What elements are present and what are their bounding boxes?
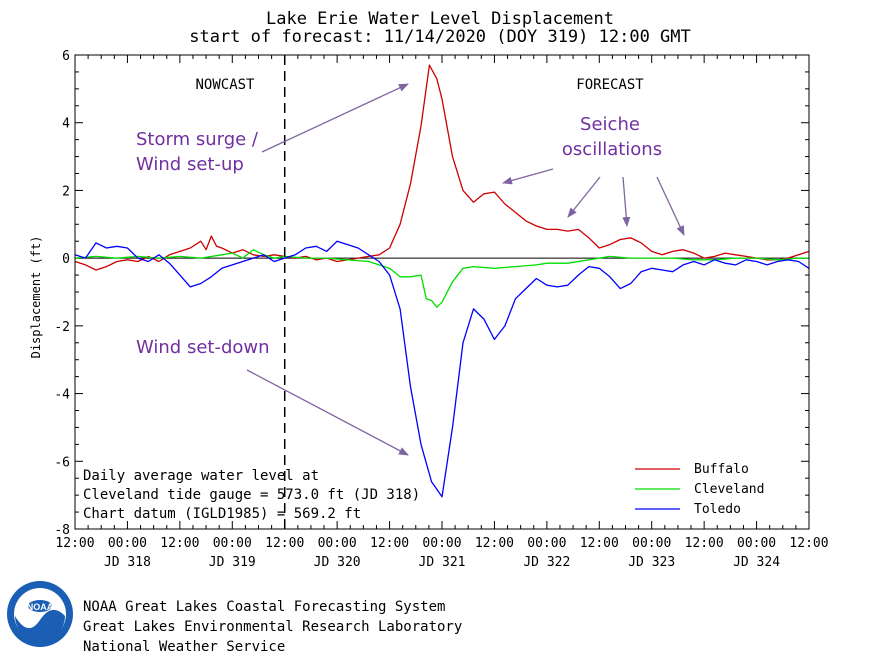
legend-label-toledo: Toledo xyxy=(694,502,741,517)
credit-line-2: Great Lakes Environmental Research Labor… xyxy=(83,619,463,635)
chart-subtitle: start of forecast: 11/14/2020 (DOY 319) … xyxy=(189,27,691,47)
series-layer xyxy=(74,64,810,498)
footer: NOAA NOAA Great Lakes Coastal Forecastin… xyxy=(0,570,876,657)
legend-label-cleveland: Cleveland xyxy=(694,482,764,497)
y-tick-label: 2 xyxy=(62,184,70,199)
y-tick-label: -8 xyxy=(54,523,70,538)
ticks-layer: -8 -6 -4 -2 0 2 4 6 12:00 00:00 12:00 00:00 12:00 00:… xyxy=(54,49,828,570)
arrow-seiche-4 xyxy=(656,176,685,236)
y-axis-label: Displacement (ft) xyxy=(29,236,43,359)
x-tick-label: 12:00 xyxy=(685,536,724,551)
y-tick-label: 4 xyxy=(62,117,70,132)
series-line-buffalo xyxy=(74,64,810,271)
y-tick-label: -6 xyxy=(54,455,70,470)
x-tick-label: 12:00 xyxy=(580,536,619,551)
x-day-label: JD 322 xyxy=(523,555,570,570)
x-day-label: JD 318 xyxy=(104,555,151,570)
noaa-logo-text: NOAA xyxy=(27,602,54,612)
annotations: Storm surge / Wind set-up Seiche oscilla… xyxy=(136,83,685,456)
y-tick-label: 6 xyxy=(62,49,70,64)
series-line-toledo xyxy=(74,240,810,498)
y-tick-label: 0 xyxy=(62,252,70,267)
credit-line-3: National Weather Service xyxy=(83,639,286,655)
chart-title: Lake Erie Water Level Displacement xyxy=(266,9,614,29)
x-tick-label: 00:00 xyxy=(318,536,357,551)
annotation-storm-surge-line1: Storm surge / xyxy=(136,129,259,150)
x-tick-label: 12:00 xyxy=(160,536,199,551)
arrow-seiche-2 xyxy=(567,176,601,218)
x-day-label: JD 320 xyxy=(314,555,361,570)
x-tick-label: 12:00 xyxy=(789,536,828,551)
x-day-label: JD 319 xyxy=(209,555,256,570)
chart: Lake Erie Water Level Displacement start… xyxy=(29,9,829,570)
x-tick-label: 00:00 xyxy=(737,536,776,551)
x-tick-label: 12:00 xyxy=(265,536,304,551)
x-tick-label: 12:00 xyxy=(370,536,409,551)
legend: Buffalo Cleveland Toledo xyxy=(635,462,764,517)
series-line-cleveland xyxy=(74,249,809,308)
y-tick-label: -4 xyxy=(54,388,70,403)
legend-label-buffalo: Buffalo xyxy=(694,462,749,477)
x-tick-label: 00:00 xyxy=(213,536,252,551)
x-day-label: JD 324 xyxy=(733,555,780,570)
x-tick-label: 00:00 xyxy=(632,536,671,551)
annotation-wind-set-down: Wind set-down xyxy=(136,337,270,358)
y-tick-label: -2 xyxy=(54,320,70,335)
nowcast-label: NOWCAST xyxy=(195,77,255,93)
arrow-seiche-3 xyxy=(622,176,631,227)
x-day-label: JD 323 xyxy=(628,555,675,570)
annotation-storm-surge-line2: Wind set-up xyxy=(136,154,244,175)
credit-line-1: NOAA Great Lakes Coastal Forecasting Sys… xyxy=(83,599,446,615)
x-tick-label: 00:00 xyxy=(527,536,566,551)
x-tick-label: 12:00 xyxy=(55,536,94,551)
x-day-label: JD 321 xyxy=(419,555,466,570)
annotation-seiche-line1: Seiche xyxy=(580,114,640,135)
forecast-label: FORECAST xyxy=(576,77,644,93)
x-tick-label: 00:00 xyxy=(108,536,147,551)
x-tick-label: 12:00 xyxy=(475,536,514,551)
annotation-seiche-line2: oscillations xyxy=(562,139,662,160)
noaa-logo: NOAA xyxy=(7,581,73,647)
x-tick-label: 00:00 xyxy=(422,536,461,551)
arrow-seiche-1 xyxy=(502,168,554,185)
info-line-3: Chart datum (IGLD1985) = 569.2 ft xyxy=(83,506,361,522)
info-line-2: Cleveland tide gauge = 573.0 ft (JD 318) xyxy=(83,487,420,503)
arrow-storm-surge xyxy=(261,83,409,153)
info-line-1: Daily average water level at xyxy=(83,468,319,484)
plot-frame xyxy=(74,54,810,530)
arrow-wind-set-down xyxy=(246,369,409,456)
